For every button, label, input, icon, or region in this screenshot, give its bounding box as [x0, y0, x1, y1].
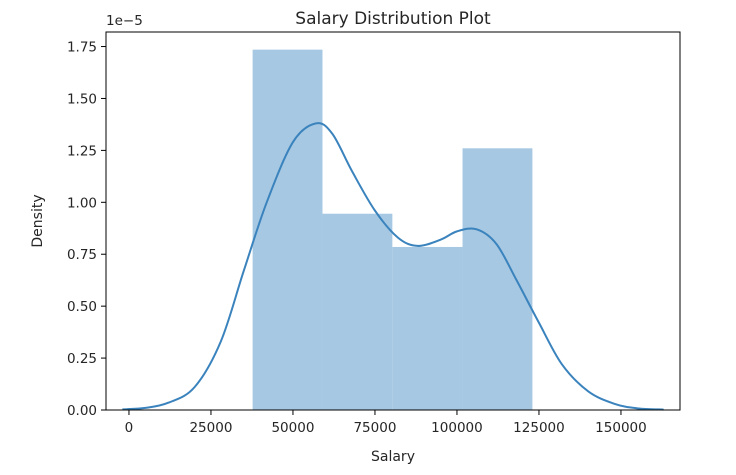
y-tick-label: 1.00 — [67, 195, 97, 211]
y-tick-label: 1.75 — [67, 40, 97, 56]
y-tick-label: 0.50 — [67, 299, 97, 315]
x-tick-label: 0 — [125, 420, 134, 436]
x-axis-ticks: 0 25000 50000 75000 100000 125000 150000 — [125, 410, 647, 436]
x-tick-label: 75000 — [353, 420, 396, 436]
histogram-bar — [322, 213, 393, 410]
histogram-bar — [462, 148, 533, 411]
y-axis-ticks: 0.00 0.25 0.50 0.75 1.00 1.25 1.50 1.75 — [67, 40, 106, 419]
y-tick-label: 0.25 — [67, 351, 97, 367]
y-tick-label: 0.00 — [67, 403, 97, 419]
histogram-bar — [252, 49, 323, 411]
x-tick-label: 25000 — [189, 420, 232, 436]
x-tick-label: 125000 — [513, 420, 565, 436]
kde-curve — [122, 122, 664, 411]
y-tick-label: 1.50 — [67, 91, 97, 107]
x-tick-label: 150000 — [595, 420, 647, 436]
y-tick-label: 0.75 — [67, 247, 97, 263]
x-axis-label: Salary — [371, 449, 415, 465]
y-axis-scale-label: 1e−5 — [106, 13, 143, 29]
y-tick-label: 1.25 — [67, 143, 97, 159]
plot-frame — [105, 31, 681, 411]
y-axis-label: Density — [30, 194, 46, 247]
chart-title: Salary Distribution Plot — [295, 9, 491, 29]
histogram-bars — [252, 49, 533, 411]
x-tick-label: 50000 — [271, 420, 314, 436]
histogram-bar — [392, 246, 463, 410]
x-tick-label: 100000 — [431, 420, 483, 436]
